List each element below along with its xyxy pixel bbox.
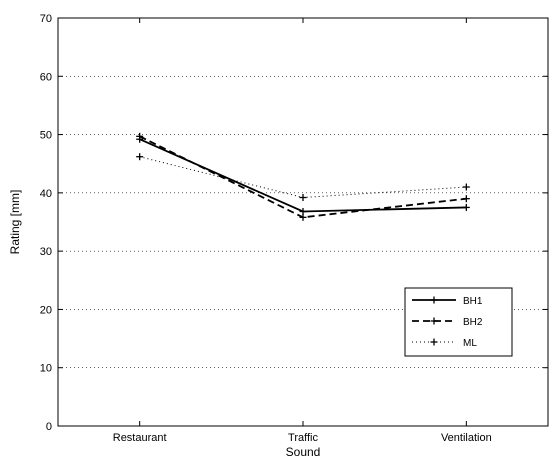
data-point [462, 195, 470, 203]
legend-box [404, 287, 513, 357]
series-line [139, 156, 467, 199]
legend: BH1 BH2 ML [404, 287, 513, 357]
y-tick-label: 0 [46, 421, 52, 433]
x-tick-label: Traffic [288, 432, 318, 444]
legend-marker [430, 317, 438, 325]
data-point [136, 153, 144, 161]
legend-label: ML [463, 338, 477, 349]
data-point [299, 194, 307, 202]
legend-marker [430, 338, 438, 346]
legend-entry: ML [412, 338, 477, 349]
x-axis-ticks: Restaurant Traffic Ventilation [113, 18, 492, 444]
series-bh2 [136, 132, 470, 221]
y-axis-ticks: 0 10 20 30 40 50 60 70 [40, 13, 548, 433]
series-ml [136, 153, 470, 202]
legend-entry: BH2 [412, 317, 483, 328]
series-line [139, 135, 467, 219]
data-point [136, 132, 144, 140]
y-tick-label: 60 [40, 71, 52, 83]
data-point [299, 213, 307, 221]
data-point [462, 203, 470, 211]
y-tick-label: 20 [40, 304, 52, 316]
y-tick-label: 40 [40, 188, 52, 200]
y-axis-label: Rating [mm] [8, 190, 22, 255]
series-lines [136, 132, 470, 221]
legend-label: BH2 [463, 317, 483, 328]
legend-entry: BH1 [412, 296, 483, 307]
legend-label: BH1 [463, 296, 483, 307]
x-tick-label: Ventilation [441, 432, 492, 444]
y-tick-label: 50 [40, 130, 52, 142]
x-axis-label: Sound [286, 445, 321, 457]
data-point [462, 183, 470, 191]
y-tick-label: 70 [40, 13, 52, 25]
plot-frame [57, 17, 549, 427]
y-tick-label: 10 [40, 363, 52, 375]
y-tick-label: 30 [40, 246, 52, 258]
x-tick-label: Restaurant [113, 432, 167, 444]
legend-marker [430, 296, 438, 304]
